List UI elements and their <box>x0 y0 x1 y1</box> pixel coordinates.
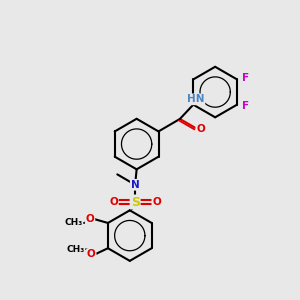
Text: F: F <box>242 73 249 83</box>
Text: S: S <box>130 196 140 208</box>
Text: O: O <box>86 214 94 224</box>
Text: O: O <box>196 124 205 134</box>
Text: F: F <box>242 101 249 111</box>
Text: O: O <box>87 249 96 259</box>
Text: CH₃: CH₃ <box>64 218 82 227</box>
Text: O: O <box>109 197 118 207</box>
Text: N: N <box>131 180 140 190</box>
Text: HN: HN <box>187 94 204 104</box>
Text: O: O <box>152 197 161 207</box>
Text: CH₃: CH₃ <box>67 244 85 253</box>
